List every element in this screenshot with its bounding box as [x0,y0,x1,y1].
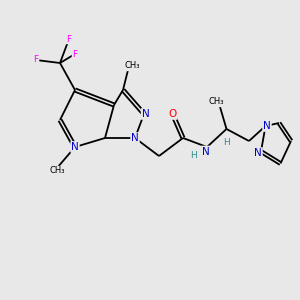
Text: N: N [263,121,271,131]
Text: CH₃: CH₃ [124,61,140,70]
Text: N: N [131,133,139,143]
Text: F: F [66,34,72,43]
Text: N: N [71,142,79,152]
Text: O: O [168,109,177,119]
Text: CH₃: CH₃ [208,98,224,106]
Text: H: H [223,138,230,147]
Text: H: H [190,151,197,160]
Text: N: N [142,109,149,119]
Text: N: N [254,148,262,158]
Text: F: F [72,50,78,58]
Text: N: N [202,146,209,157]
Text: CH₃: CH₃ [49,167,65,176]
Text: F: F [33,56,39,64]
